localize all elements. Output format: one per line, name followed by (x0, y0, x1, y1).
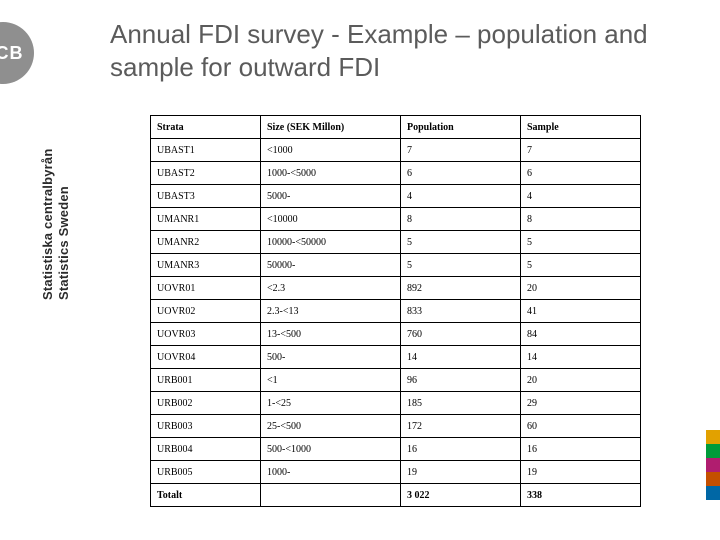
side-label-en: Statistics Sweden (56, 186, 71, 300)
table-cell: 14 (521, 346, 641, 369)
table-cell: 1000- (261, 461, 401, 484)
table-cell: 172 (401, 415, 521, 438)
accent-color-strip (706, 430, 720, 500)
accent-square (706, 486, 720, 500)
table-row: URB00325-<50017260 (151, 415, 641, 438)
table-row: Totalt 3 022338 (151, 484, 641, 507)
table-row: UBAST35000-44 (151, 185, 641, 208)
table-cell: UOVR04 (151, 346, 261, 369)
table-cell: 16 (401, 438, 521, 461)
table-cell (261, 484, 401, 507)
table-cell: 6 (401, 162, 521, 185)
table-row: UOVR04500-1414 (151, 346, 641, 369)
table-cell: 25-<500 (261, 415, 401, 438)
table-cell: UBAST1 (151, 139, 261, 162)
table-cell: 20 (521, 369, 641, 392)
strata-table-container: Strata Size (SEK Millon) Population Samp… (150, 115, 640, 507)
accent-square (706, 444, 720, 458)
table-cell: 5 (521, 254, 641, 277)
table-row: URB001<19620 (151, 369, 641, 392)
table-cell: 5000- (261, 185, 401, 208)
table-cell: 19 (401, 461, 521, 484)
table-row: UMANR1<1000088 (151, 208, 641, 231)
table-cell: 84 (521, 323, 641, 346)
table-cell: 16 (521, 438, 641, 461)
table-cell: 4 (521, 185, 641, 208)
table-cell: <10000 (261, 208, 401, 231)
table-row: URB004500-<10001616 (151, 438, 641, 461)
table-row: URB0051000-1919 (151, 461, 641, 484)
table-cell: 760 (401, 323, 521, 346)
table-cell: UBAST2 (151, 162, 261, 185)
table-cell: 1-<25 (261, 392, 401, 415)
table-cell: 1000-<5000 (261, 162, 401, 185)
table-cell: URB005 (151, 461, 261, 484)
table-cell: 20 (521, 277, 641, 300)
table-cell: 14 (401, 346, 521, 369)
table-cell: UMANR3 (151, 254, 261, 277)
table-header-row: Strata Size (SEK Millon) Population Samp… (151, 116, 641, 139)
table-cell: URB001 (151, 369, 261, 392)
table-cell: 8 (521, 208, 641, 231)
table-cell: Totalt (151, 484, 261, 507)
table-cell: URB003 (151, 415, 261, 438)
table-cell: UOVR03 (151, 323, 261, 346)
table-cell: UMANR2 (151, 231, 261, 254)
table-cell: UOVR01 (151, 277, 261, 300)
table-cell: 4 (401, 185, 521, 208)
accent-square (706, 430, 720, 444)
scb-logo: SCB (0, 22, 34, 84)
table-cell: UOVR02 (151, 300, 261, 323)
table-row: UOVR0313-<50076084 (151, 323, 641, 346)
side-label-sv: Statistiska centralbyrån (40, 149, 55, 300)
scb-logo-text: SCB (0, 43, 24, 64)
accent-square (706, 472, 720, 486)
table-cell: 6 (521, 162, 641, 185)
table-cell: 185 (401, 392, 521, 415)
table-cell: 7 (521, 139, 641, 162)
table-cell: UBAST3 (151, 185, 261, 208)
table-row: UOVR01<2.389220 (151, 277, 641, 300)
table-row: UBAST1<100077 (151, 139, 641, 162)
table-row: URB0021-<2518529 (151, 392, 641, 415)
table-row: UMANR350000-55 (151, 254, 641, 277)
table-cell: 2.3-<13 (261, 300, 401, 323)
table-cell: 5 (401, 254, 521, 277)
table-cell: URB004 (151, 438, 261, 461)
table-cell: <1000 (261, 139, 401, 162)
col-strata: Strata (151, 116, 261, 139)
table-cell: 500-<1000 (261, 438, 401, 461)
table-cell: <2.3 (261, 277, 401, 300)
col-sample: Sample (521, 116, 641, 139)
table-row: UOVR022.3-<1383341 (151, 300, 641, 323)
page-title: Annual FDI survey - Example – population… (110, 18, 690, 83)
table-cell: <1 (261, 369, 401, 392)
table-cell: 19 (521, 461, 641, 484)
table-cell: 892 (401, 277, 521, 300)
table-cell: 500- (261, 346, 401, 369)
table-cell: 3 022 (401, 484, 521, 507)
table-row: UBAST21000-<500066 (151, 162, 641, 185)
accent-square (706, 458, 720, 472)
table-cell: 8 (401, 208, 521, 231)
table-row: UMANR210000-<5000055 (151, 231, 641, 254)
table-cell: UMANR1 (151, 208, 261, 231)
strata-table: Strata Size (SEK Millon) Population Samp… (150, 115, 641, 507)
table-cell: 5 (521, 231, 641, 254)
table-body: UBAST1<100077UBAST21000-<500066UBAST3500… (151, 139, 641, 507)
table-cell: 338 (521, 484, 641, 507)
table-cell: 41 (521, 300, 641, 323)
table-cell: 29 (521, 392, 641, 415)
table-cell: 60 (521, 415, 641, 438)
table-cell: URB002 (151, 392, 261, 415)
table-cell: 13-<500 (261, 323, 401, 346)
table-cell: 833 (401, 300, 521, 323)
table-cell: 96 (401, 369, 521, 392)
table-cell: 7 (401, 139, 521, 162)
table-cell: 50000- (261, 254, 401, 277)
col-population: Population (401, 116, 521, 139)
table-cell: 10000-<50000 (261, 231, 401, 254)
table-cell: 5 (401, 231, 521, 254)
col-size: Size (SEK Millon) (261, 116, 401, 139)
